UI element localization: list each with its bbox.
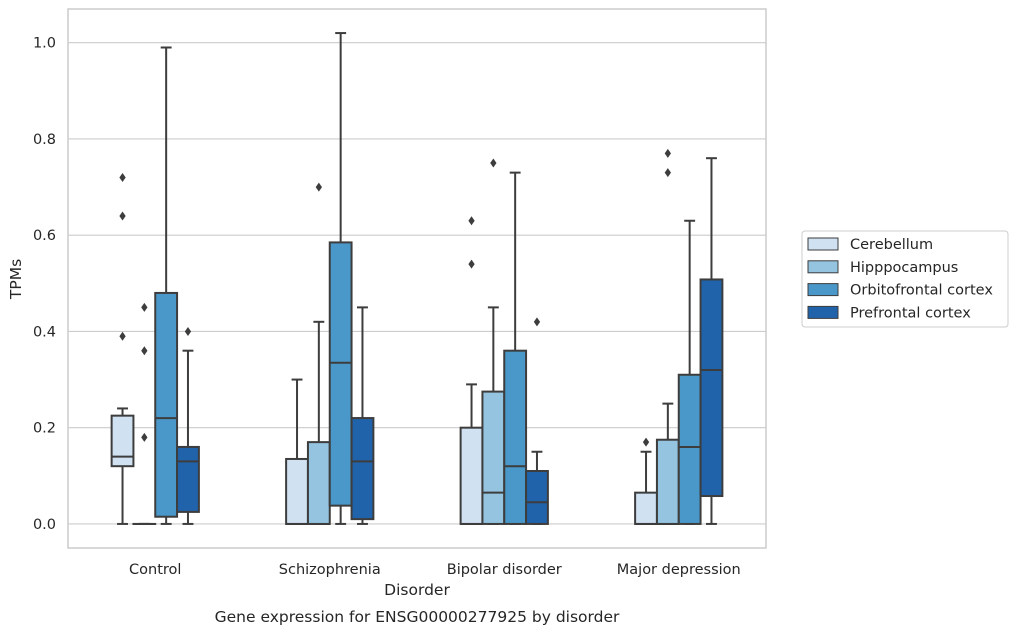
x-tick-label: Major depression [617,562,741,578]
box-iqr [679,375,701,524]
y-tick-label: 0.8 [33,132,56,148]
box-iqr [526,471,548,524]
legend-label: Orbitofrontal cortex [850,283,993,299]
box-iqr [308,442,330,524]
x-axis-label: Disorder [384,581,450,599]
box-iqr [352,418,374,519]
box-iqr [155,293,177,517]
box-iqr [635,493,657,524]
box-iqr [112,416,134,467]
y-tick-label: 0.4 [33,324,56,340]
y-tick-label: 0.6 [33,228,56,244]
legend-label: Cerebellum [850,237,933,253]
x-tick-label: Control [129,562,181,578]
x-tick-label: Bipolar disorder [447,562,562,578]
legend-label: Prefrontal cortex [850,305,971,321]
chart-caption: Gene expression for ENSG00000277925 by d… [215,608,620,626]
legend-swatch [808,238,838,250]
box-iqr [657,440,679,524]
x-tick-label: Schizophrenia [279,562,381,578]
box-iqr [177,447,199,512]
box-iqr [701,279,723,496]
legend: Cerebellum Hipppocampus Orbitofrontal cort… [802,231,1008,327]
box-iqr [482,392,504,524]
legend-label: Hipppocampus [850,260,958,276]
y-tick-label: 0.0 [33,517,56,533]
y-axis-label: TPMs [7,259,25,300]
legend-swatch [808,306,838,318]
box-iqr [461,428,483,524]
legend-swatch [808,261,838,273]
box-iqr [286,459,308,524]
box-iqr [330,242,352,505]
box-iqr [504,351,526,524]
legend-swatch [808,284,838,296]
y-tick-label: 1.0 [33,36,56,52]
y-tick-label: 0.2 [33,421,56,437]
